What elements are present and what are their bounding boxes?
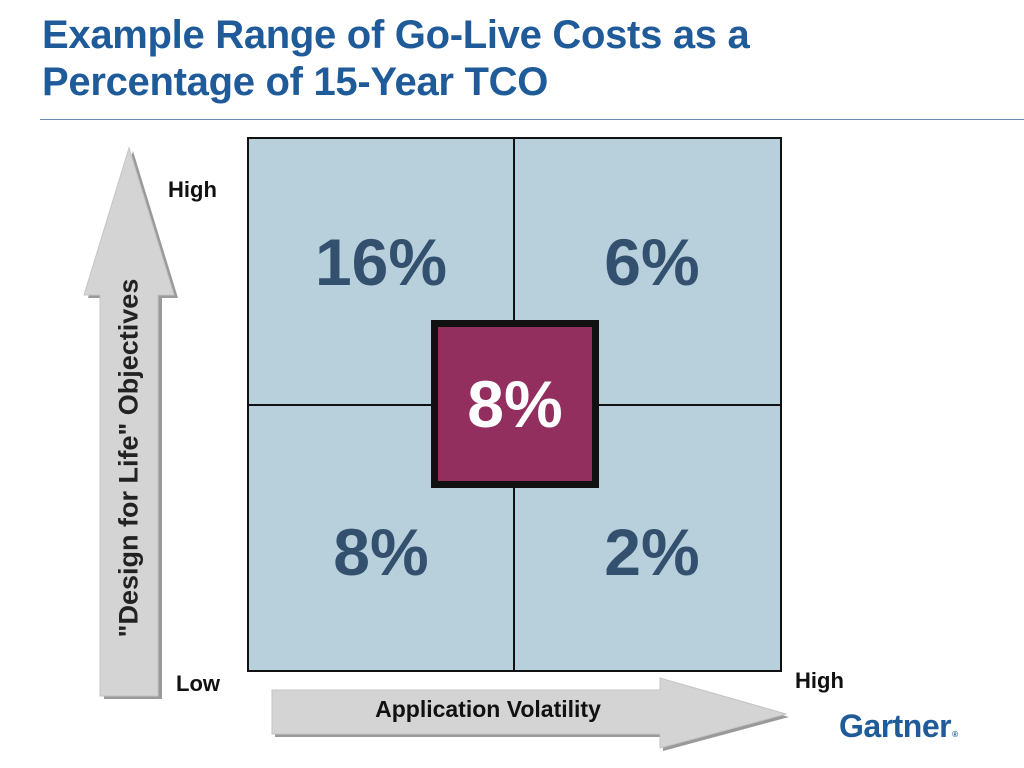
title-divider (40, 119, 1024, 120)
cell-top-right-value: 6% (604, 225, 700, 299)
title-line-2: Percentage of 15-Year TCO (42, 60, 549, 104)
slide-title: Example Range of Go-Live Costs as a Perc… (42, 12, 750, 106)
y-axis-label: "Design for Life" Objectives (113, 278, 144, 638)
title-line-1: Example Range of Go-Live Costs as a (42, 13, 750, 57)
cell-bottom-right-value: 2% (604, 515, 700, 589)
x-axis-label: Application Volatility (375, 696, 601, 722)
logo-text: Gartner (839, 708, 952, 744)
cell-bottom-left-value: 8% (333, 515, 429, 589)
origin-low-label: Low (176, 671, 220, 696)
x-axis-arrow-icon (271, 677, 789, 751)
gartner-logo: Gartner® (839, 708, 958, 745)
y-axis-high-label: High (168, 177, 217, 202)
center-cell-value: 8% (467, 367, 563, 441)
y-axis-arrow-icon (83, 146, 178, 699)
logo-registered-mark: ® (952, 730, 958, 739)
center-cell: 8% (431, 320, 599, 488)
x-axis-high-label: High (795, 668, 844, 693)
cell-top-left-value: 16% (314, 225, 448, 299)
